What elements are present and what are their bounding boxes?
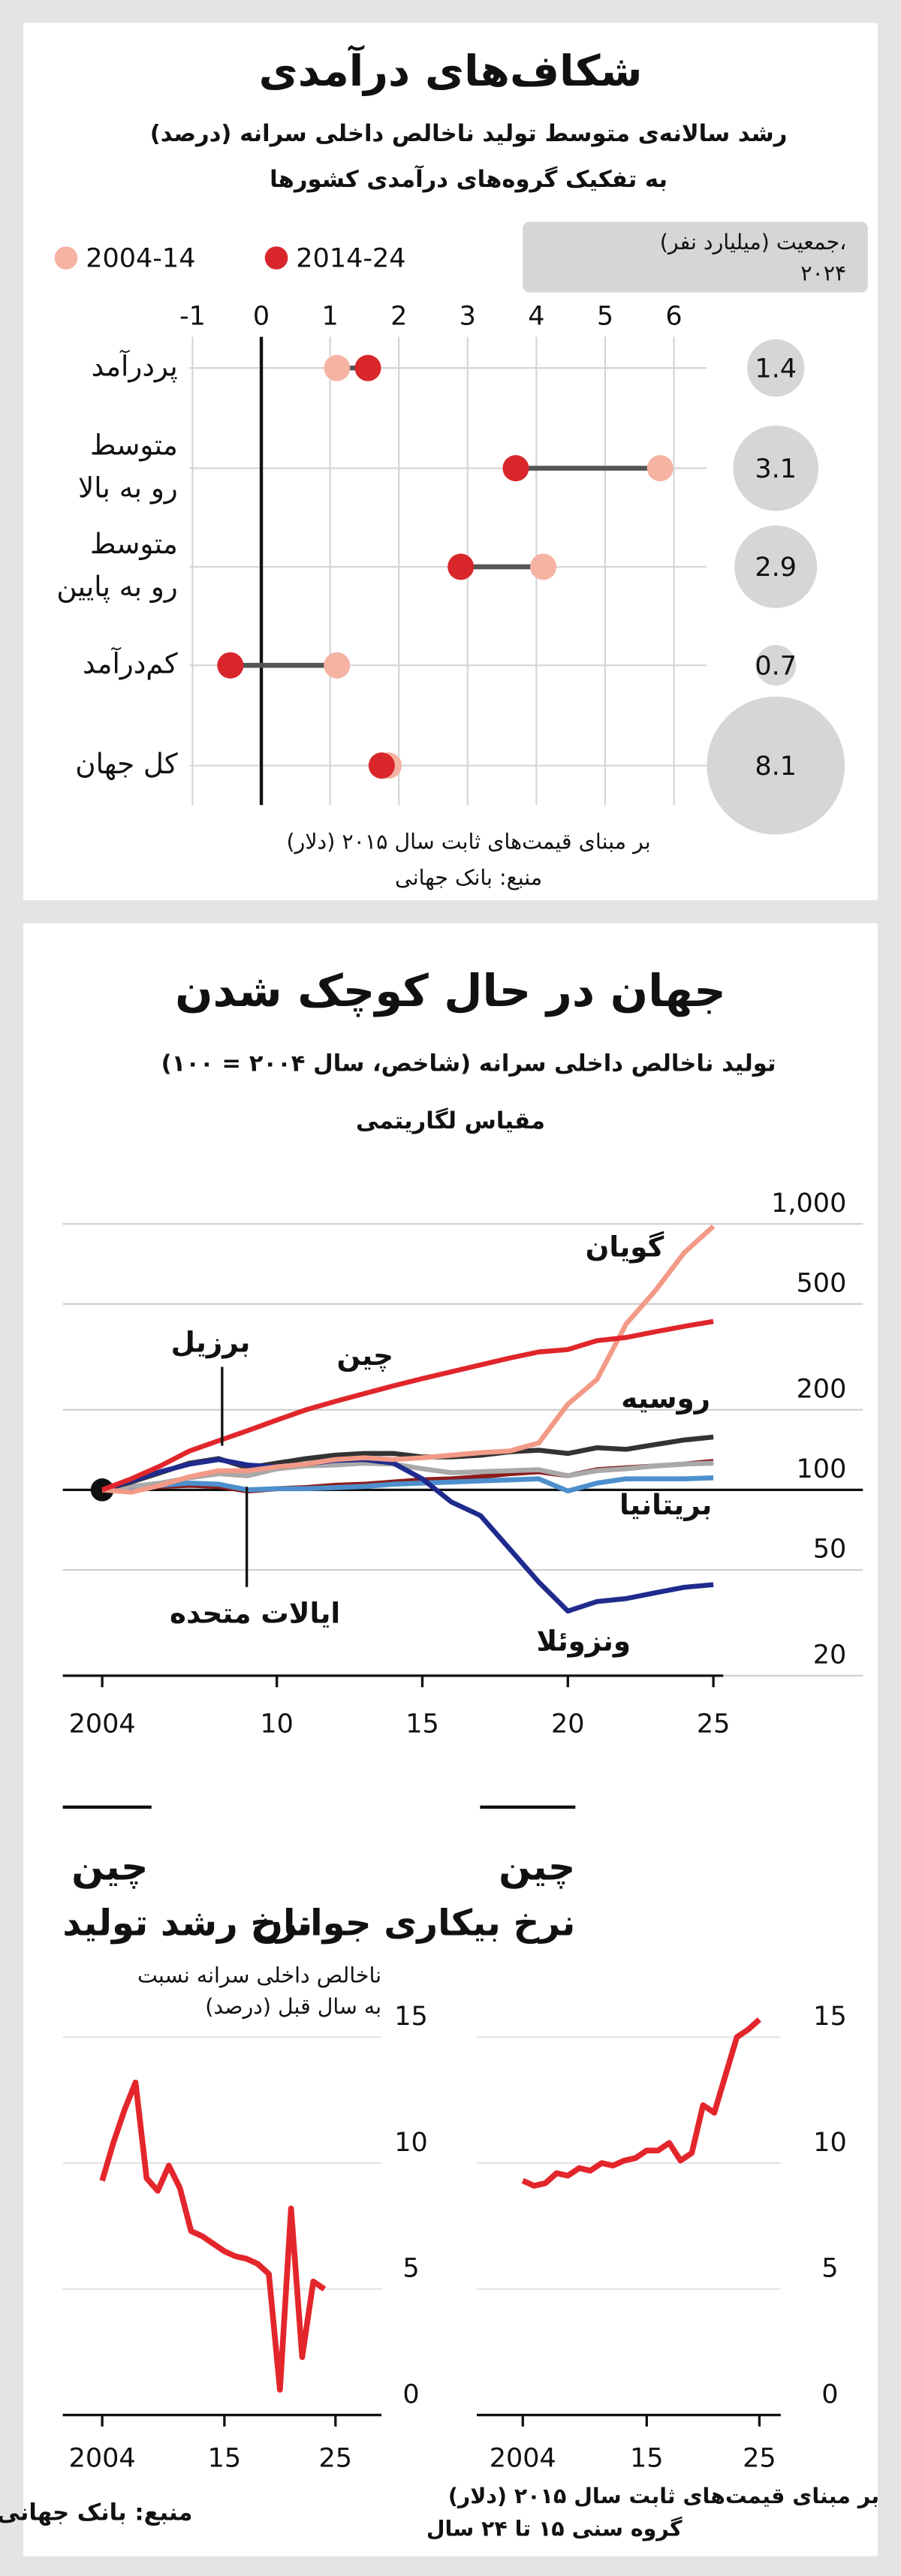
- y-tick-label: 0: [402, 2379, 419, 2409]
- note: گروه سنی ۱۵ تا ۲۴ سال: [426, 2517, 683, 2541]
- series-label: برزیل: [171, 1325, 251, 1358]
- y-tick-label: 200: [797, 1374, 847, 1404]
- x-tick-label: 2004: [490, 2444, 556, 2474]
- x-tick-label: 2004: [69, 2444, 136, 2474]
- y-tick-label: 1,000: [771, 1189, 846, 1219]
- subtitle: رشد سالانه‌ی متوسط تولید ناخالص داخلی سر…: [150, 121, 788, 147]
- series-label: ونزوئلا: [536, 1625, 631, 1658]
- x-tick-label: 15: [630, 2444, 664, 2474]
- x-tick-label: 1: [322, 301, 339, 331]
- series-line: [101, 1457, 714, 1614]
- size-label: 8.1: [755, 752, 797, 782]
- y-tick-label: 15: [813, 2002, 847, 2032]
- category-label: متوسط: [90, 429, 178, 462]
- y-tick-label: 15: [394, 2002, 428, 2032]
- size-label: 0.7: [755, 651, 797, 681]
- dot: [530, 553, 557, 580]
- subtitle: تولید ناخالص داخلی سرانه (شاخص، سال ۲۰۰۴…: [161, 1050, 776, 1077]
- x-tick-label: 0: [253, 301, 270, 331]
- x-tick-label: 20: [551, 1710, 585, 1740]
- category-label: رو به بالا: [78, 472, 178, 505]
- category-label: رو به پایین: [56, 570, 177, 603]
- category-label: پردرآمد: [92, 349, 178, 383]
- note: بر مبنای قیمت‌های ثابت سال ۲۰۱۵ (دلار): [287, 830, 651, 854]
- x-tick-label: 6: [665, 301, 682, 331]
- size-title-box: [523, 221, 868, 293]
- scale-note: مقیاس لگاریتمی: [356, 1107, 545, 1134]
- subtitle: به تفکیک گروه‌های درآمدی کشورها: [270, 164, 667, 193]
- x-tick-label: 3: [460, 301, 476, 331]
- category-label: متوسط: [90, 527, 178, 560]
- chart-title: شکاف‌های درآمدی: [259, 44, 643, 96]
- x-tick-label: 10: [260, 1710, 294, 1740]
- y-tick-label: 100: [797, 1454, 847, 1484]
- y-tick-label: 5: [402, 2254, 419, 2284]
- size-bubble: [755, 645, 797, 686]
- series-line: [101, 1224, 716, 1495]
- y-tick-label: 10: [813, 2128, 847, 2158]
- chart-title: جهان در حال کوچک شدن: [175, 965, 726, 1017]
- source: منبع: بانک جهانی: [0, 2499, 192, 2526]
- x-tick-label: 25: [697, 1710, 731, 1740]
- y-tick-label: 0: [821, 2379, 838, 2409]
- size-label: 3.1: [755, 454, 797, 484]
- series-label: بریتانیا: [619, 1488, 712, 1521]
- x-tick-label: 25: [319, 2444, 353, 2474]
- size-label: 2.9: [755, 553, 797, 583]
- y-tick-label: 500: [797, 1269, 847, 1299]
- dot: [324, 354, 351, 381]
- note: بر مبنای قیمت‌های ثابت سال ۲۰۱۵ (دلار): [448, 2484, 879, 2508]
- series-line: [99, 2079, 327, 2393]
- y-tick-label: 5: [821, 2254, 838, 2284]
- series-label: چین: [336, 1339, 393, 1372]
- legend-marker: [264, 246, 288, 270]
- panel: [23, 923, 878, 2556]
- chart-title: چین: [71, 1845, 148, 1890]
- x-tick-label: 15: [405, 1710, 439, 1740]
- size-bubble: [734, 525, 818, 608]
- y-tick-label: 10: [394, 2128, 428, 2158]
- size-bubble: [747, 339, 805, 397]
- x-tick-label: 5: [597, 301, 613, 331]
- x-tick-label: 2004: [69, 1710, 136, 1740]
- subtitle: نرخ رشد تولید: [62, 1902, 312, 1944]
- series-label: گویان: [586, 1230, 664, 1263]
- series-line: [101, 1318, 714, 1493]
- note: منبع: بانک جهانی: [395, 866, 542, 890]
- size-bubble: [733, 425, 819, 511]
- series-line: [101, 1475, 714, 1494]
- legend-label: 2014-24: [296, 244, 405, 274]
- dot: [646, 455, 673, 482]
- size-bubble: [707, 696, 845, 835]
- x-tick-label: 25: [743, 2444, 776, 2474]
- subtitle: نرخ بیکاری جوانان: [252, 1902, 575, 1944]
- dot: [217, 652, 244, 679]
- chart-title: چین: [499, 1845, 575, 1890]
- y-tick-label: 20: [813, 1641, 847, 1671]
- series-label: روسیه: [621, 1381, 710, 1415]
- size-title: ۲۰۲۴: [800, 261, 846, 285]
- x-tick-label: 4: [528, 301, 544, 331]
- x-tick-label: 15: [208, 2444, 242, 2474]
- series-line: [521, 2017, 761, 2189]
- dot: [368, 752, 395, 779]
- size-title: جمعیت (میلیارد نفر)،: [660, 230, 847, 255]
- dot: [324, 652, 351, 679]
- y-label: به سال قبل (درصد): [205, 1994, 381, 2019]
- category-label: کل جهان: [75, 747, 178, 781]
- y-tick-label: 50: [813, 1535, 847, 1565]
- series-label: ایالات متحده: [170, 1596, 340, 1629]
- category-label: کم‌درآمد: [83, 646, 178, 680]
- dot: [354, 354, 381, 381]
- x-tick-label: -1: [179, 301, 206, 331]
- x-tick-label: 2: [390, 301, 407, 331]
- y-label: ناخالص داخلی سرانه نسبت: [137, 1963, 381, 1987]
- dot: [447, 553, 475, 580]
- legend-marker: [54, 246, 78, 270]
- size-label: 1.4: [755, 354, 797, 384]
- legend-label: 2004-14: [86, 244, 195, 274]
- dot: [502, 455, 529, 482]
